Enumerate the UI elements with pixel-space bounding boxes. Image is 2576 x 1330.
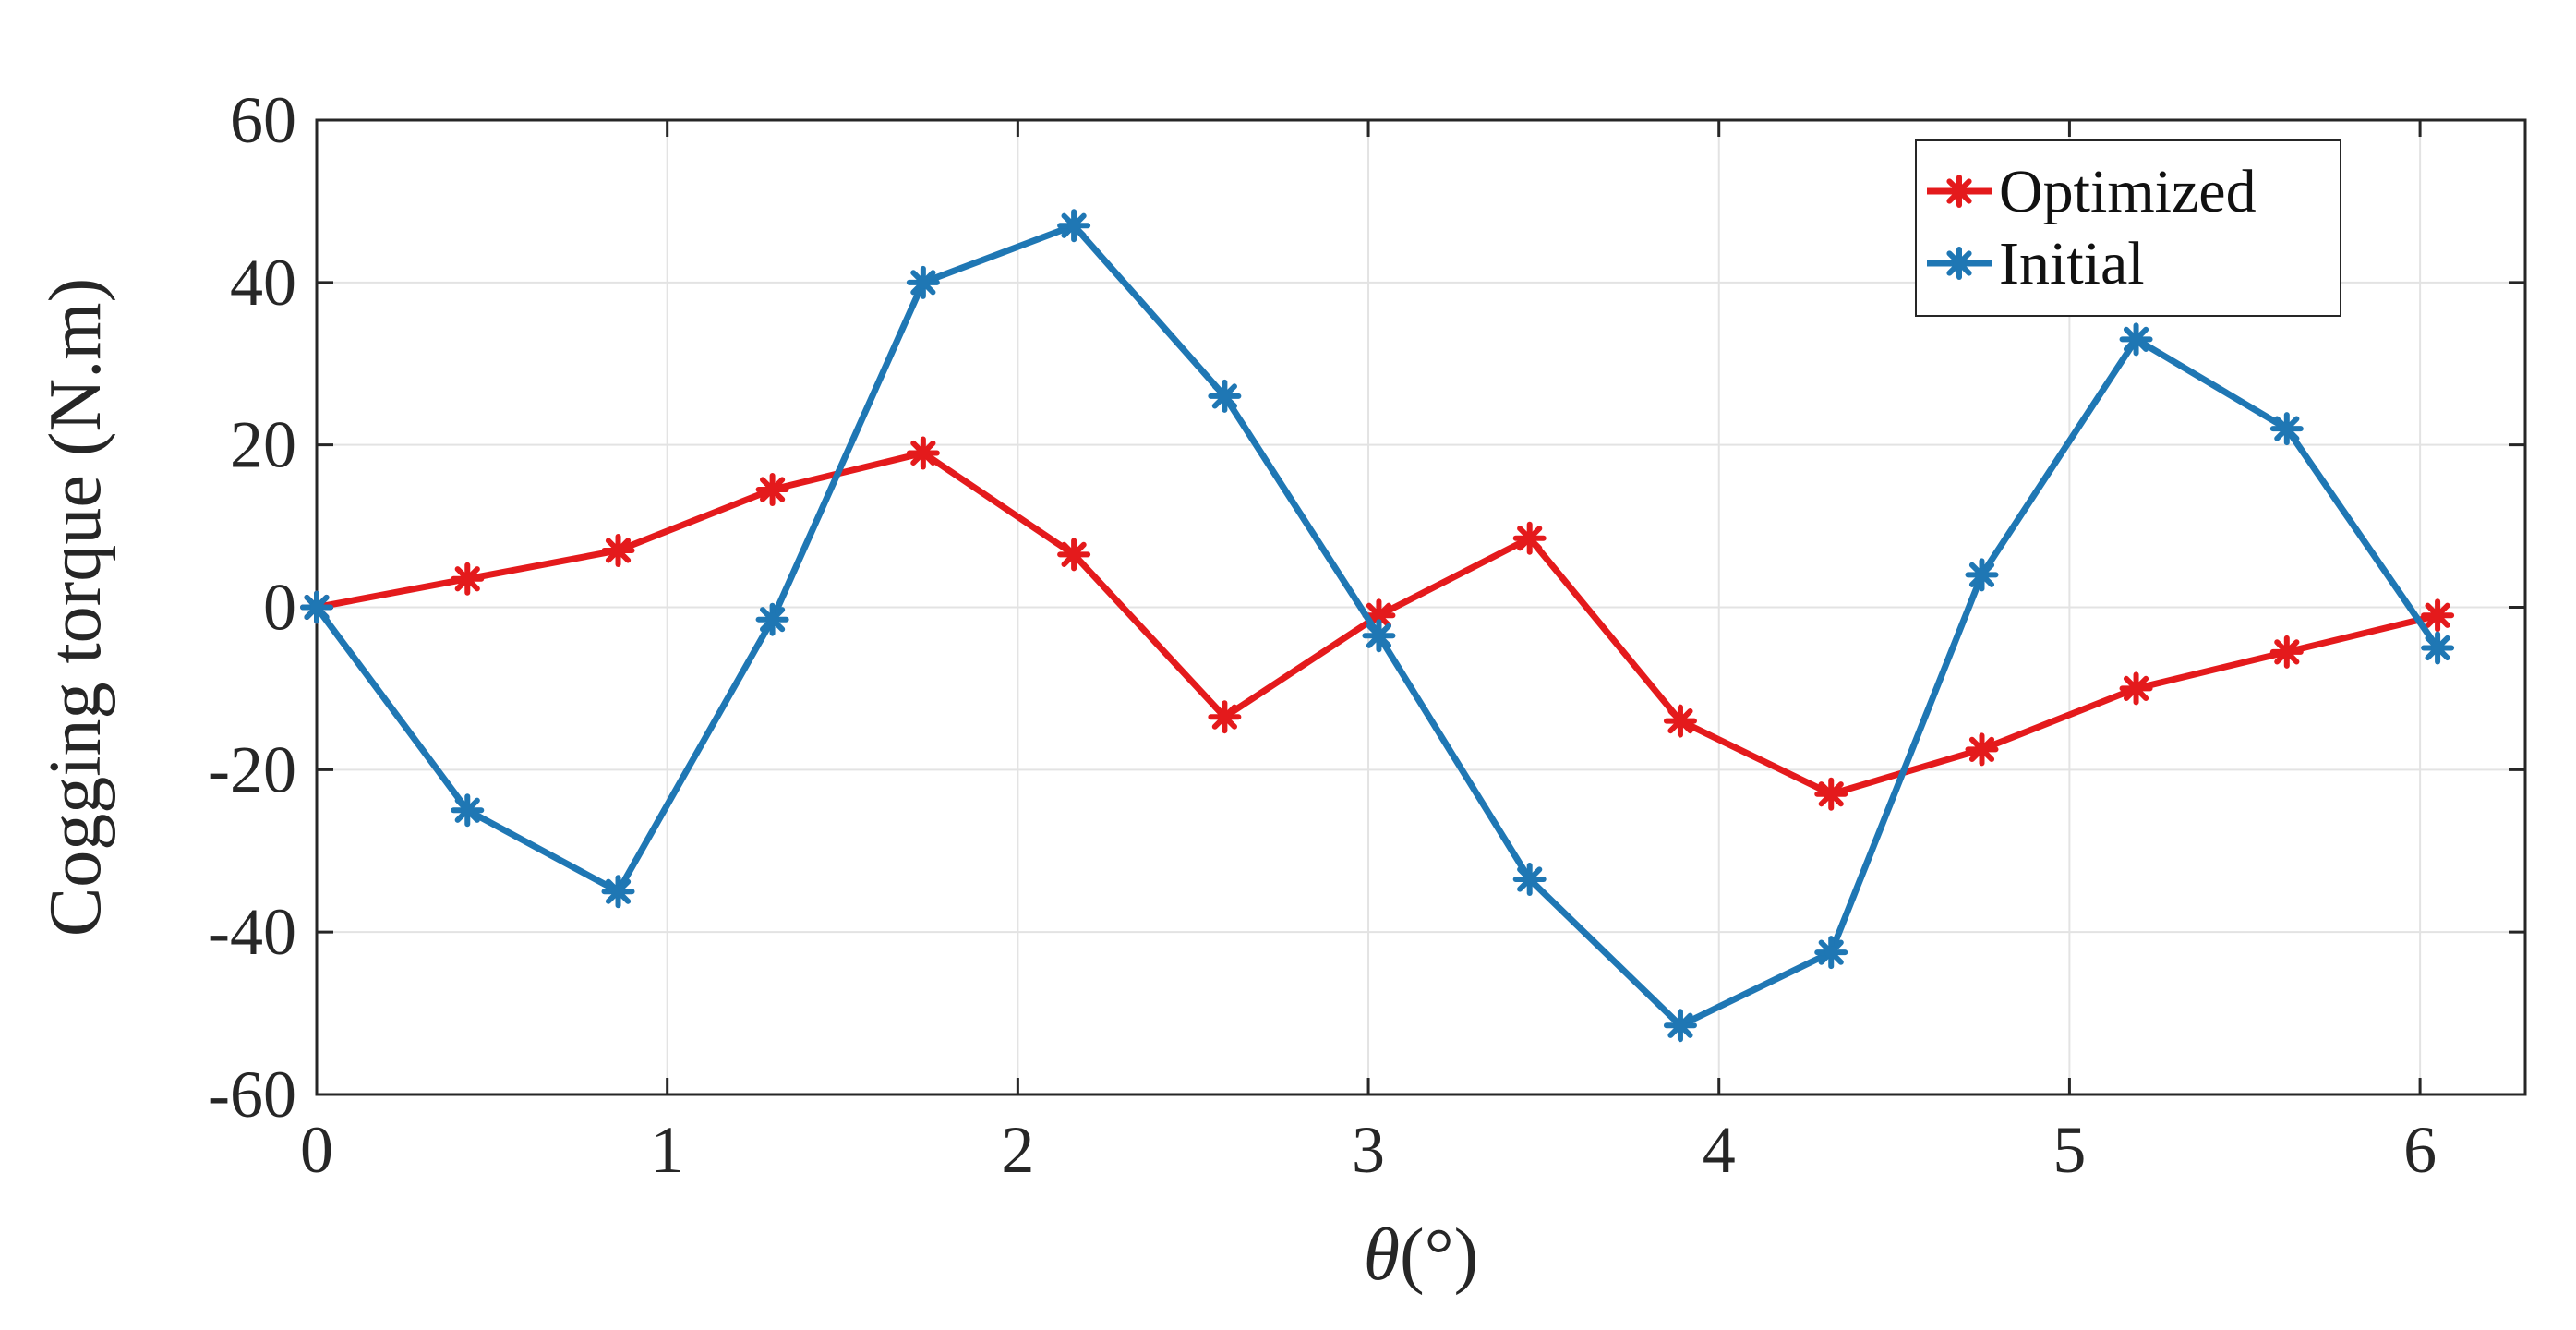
data-point-initial-core — [1824, 946, 1838, 960]
legend-box — [1915, 139, 2341, 317]
data-point-optimized — [1814, 777, 1848, 811]
y-tick-label: -60 — [208, 1058, 296, 1131]
data-point-optimized-core — [611, 543, 625, 557]
data-point-optimized — [1965, 732, 1999, 767]
data-point-initial-core — [2280, 422, 2293, 436]
x-tick-label: 4 — [1703, 1113, 1736, 1187]
data-point-optimized — [1057, 538, 1091, 572]
data-point-optimized — [1512, 521, 1547, 555]
legend-marker-initial — [1943, 247, 1976, 280]
axis-ticks: 0 1 2 3 4 5 6 -60 -40 -20 0 20 40 60 — [208, 83, 2525, 1187]
data-point-initial-core — [2129, 332, 2143, 346]
data-point-optimized-core — [1673, 714, 1687, 728]
series-optimized — [300, 436, 2455, 811]
data-point-initial-core — [1218, 389, 1232, 403]
y-tick-label: -40 — [208, 895, 296, 969]
series-layer — [300, 209, 2455, 1043]
data-point-initial-core — [611, 885, 625, 899]
data-point-optimized-core — [2129, 682, 2143, 695]
data-point-initial — [755, 602, 789, 636]
legend-label-optimized: Optimized — [1999, 158, 2257, 225]
x-tick-label: 5 — [2052, 1113, 2086, 1187]
legend-entry-optimized: Optimized — [1927, 158, 2257, 225]
data-point-initial-core — [916, 275, 930, 289]
legend-entry-initial: Initial — [1927, 230, 2145, 297]
data-point-optimized-core — [1523, 531, 1536, 545]
data-point-initial — [1965, 558, 1999, 592]
data-point-optimized-core — [2431, 609, 2445, 623]
x-tick-label: 0 — [300, 1113, 333, 1187]
data-point-initial — [2119, 322, 2153, 357]
data-point-initial — [601, 875, 635, 909]
data-point-optimized-core — [461, 572, 475, 586]
x-tick-label: 2 — [1001, 1113, 1034, 1187]
data-point-optimized — [1663, 704, 1697, 738]
data-point-initial-core — [2431, 641, 2445, 655]
y-axis-title: Cogging torque (N.m) — [35, 278, 116, 937]
data-point-optimized-core — [1372, 609, 1386, 623]
legend-marker-initial-core — [1953, 257, 1966, 270]
data-point-initial — [1208, 379, 1242, 413]
data-point-optimized — [2421, 598, 2455, 633]
data-point-optimized-core — [1824, 787, 1838, 801]
data-point-initial — [1362, 619, 1396, 653]
data-point-optimized — [2119, 671, 2153, 706]
data-point-optimized-core — [1975, 743, 1989, 756]
legend-marker-optimized — [1943, 175, 1976, 208]
data-point-initial — [451, 793, 485, 828]
data-point-initial-core — [1975, 568, 1989, 582]
data-point-optimized — [601, 533, 635, 567]
data-point-optimized — [755, 473, 789, 507]
x-tick-label: 6 — [2403, 1113, 2437, 1187]
data-point-initial — [1814, 936, 1848, 970]
y-tick-label: -20 — [208, 732, 296, 806]
y-tick-label: 60 — [230, 83, 296, 157]
data-point-initial — [2269, 412, 2304, 446]
data-point-optimized-core — [1218, 710, 1232, 724]
data-point-initial — [1057, 209, 1091, 243]
data-point-initial-core — [310, 600, 323, 614]
legend-marker-optimized-core — [1953, 185, 1966, 198]
data-point-initial-core — [1067, 219, 1081, 233]
data-point-initial-core — [1673, 1019, 1687, 1033]
data-point-optimized — [451, 562, 485, 596]
data-point-initial-core — [1372, 629, 1386, 643]
x-axis-title-symbol: θ — [1364, 1215, 1400, 1296]
data-point-initial — [300, 590, 333, 624]
y-tick-label: 40 — [230, 246, 296, 320]
data-point-optimized-core — [916, 446, 930, 460]
legend-label-initial: Initial — [1999, 230, 2145, 297]
data-point-initial-core — [1523, 873, 1536, 887]
data-point-optimized — [906, 436, 940, 470]
data-point-optimized — [1208, 700, 1242, 734]
x-tick-label: 3 — [1352, 1113, 1385, 1187]
data-point-initial — [2421, 631, 2455, 665]
y-tick-label: 0 — [263, 571, 296, 645]
series-initial — [300, 209, 2455, 1043]
x-axis-title: θ(°) — [1364, 1215, 1479, 1296]
data-point-optimized — [2269, 635, 2304, 669]
data-point-initial — [1663, 1009, 1697, 1043]
y-tick-label: 20 — [230, 408, 296, 482]
data-point-optimized-core — [2280, 645, 2293, 659]
x-tick-label: 1 — [651, 1113, 684, 1187]
data-point-initial-core — [461, 804, 475, 817]
data-point-initial — [1512, 863, 1547, 897]
data-point-optimized-core — [765, 483, 779, 497]
x-axis-title-unit: (°) — [1400, 1215, 1478, 1296]
data-point-initial-core — [765, 612, 779, 626]
data-point-initial — [906, 265, 940, 299]
data-point-optimized-core — [1067, 548, 1081, 562]
